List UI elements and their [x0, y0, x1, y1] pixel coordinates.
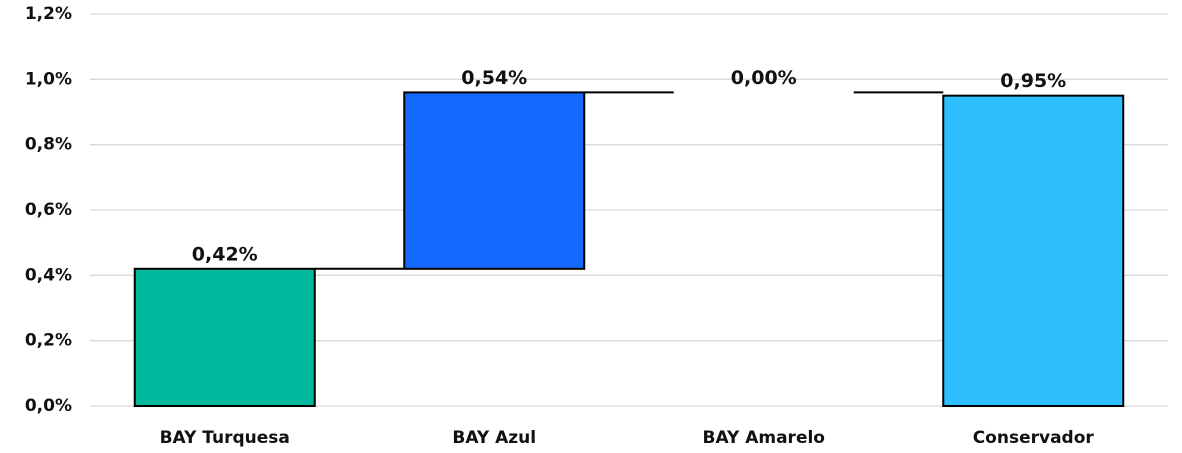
y-tick-label: 0,4% [25, 265, 72, 285]
x-tick-label: BAY Azul [452, 428, 536, 448]
bar [403, 91, 586, 270]
data-label: 0,95% [1000, 70, 1066, 92]
y-tick-label: 1,0% [25, 69, 72, 89]
x-tick-label: Conservador [973, 428, 1095, 448]
bar [942, 94, 1125, 408]
y-tick-label: 1,2% [25, 4, 72, 24]
x-tick-label: BAY Amarelo [703, 428, 825, 448]
y-tick-label: 0,0% [25, 396, 72, 416]
y-tick-label: 0,6% [25, 200, 72, 220]
data-label: 0,00% [731, 67, 797, 89]
data-label: 0,54% [461, 67, 527, 89]
bar [133, 267, 316, 407]
y-tick-label: 0,2% [25, 331, 72, 351]
data-label: 0,42% [192, 243, 258, 265]
y-tick-label: 0,8% [25, 135, 72, 155]
x-tick-label: BAY Turquesa [160, 428, 290, 448]
